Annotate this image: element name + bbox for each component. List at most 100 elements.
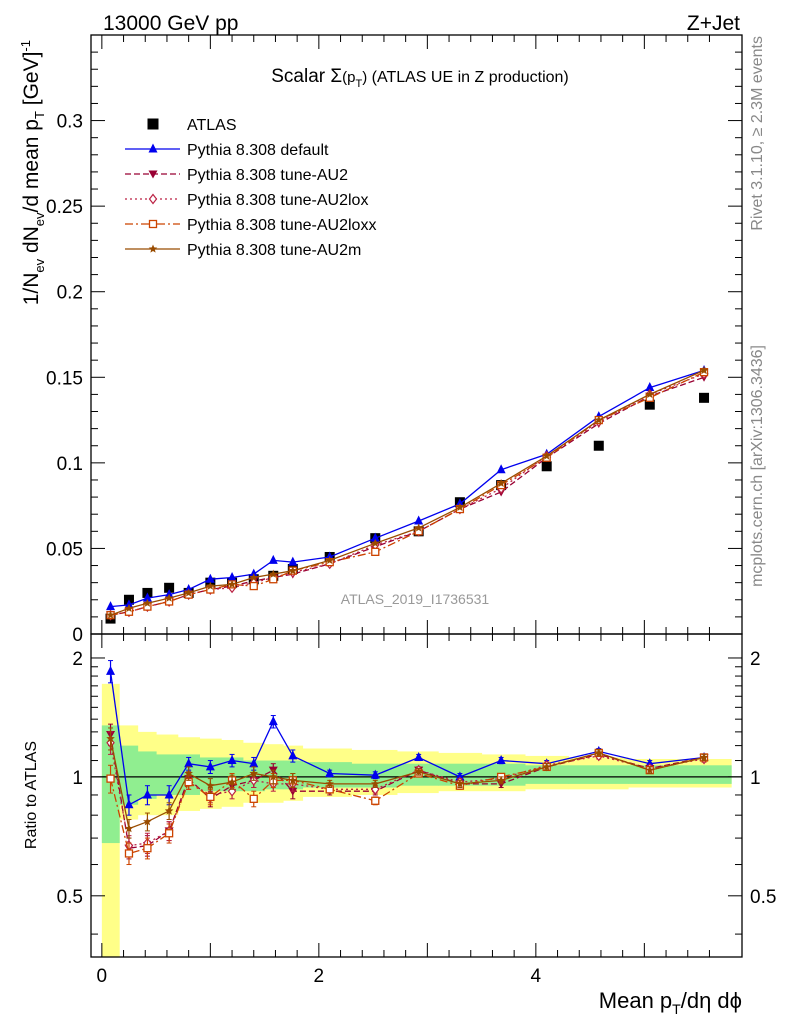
header-process-label: Z+Jet <box>687 12 740 35</box>
ratio-point <box>645 765 655 774</box>
main-y-tick-label: 0 <box>72 625 83 646</box>
ratio-panel-series <box>106 660 709 866</box>
main-point <box>370 532 380 542</box>
ratio-point <box>205 761 215 771</box>
main-point <box>288 566 298 575</box>
ratio-y-tick-label: 1 <box>72 768 83 789</box>
xlabel-b: /dη dϕ <box>681 988 742 1013</box>
main-point <box>124 603 134 612</box>
main-series-5 <box>106 365 709 619</box>
main-y-tick-label: 0.25 <box>46 197 83 218</box>
legend-label: Pythia 8.308 tune-AU2m <box>187 242 361 259</box>
main-point <box>206 581 215 590</box>
ratio-point <box>106 665 116 675</box>
ylabel-b: dN <box>20 226 43 259</box>
ratio-point <box>371 779 380 788</box>
ratio-point <box>325 767 335 777</box>
legend-marker <box>148 193 158 205</box>
ratio-point <box>106 774 115 783</box>
ratio-point <box>325 779 334 788</box>
main-point <box>227 572 237 582</box>
ylabel-d: [GeV] <box>20 52 43 112</box>
main-point <box>184 588 193 597</box>
main-point <box>699 392 710 403</box>
main-point <box>593 440 604 451</box>
ylabel-a: 1/N <box>20 273 43 306</box>
main-point <box>542 451 551 460</box>
ratio-point <box>227 777 237 786</box>
main-y-tick-label: 0.15 <box>46 368 83 389</box>
ylabel-c: /d mean p <box>20 119 43 212</box>
main-panel-series <box>105 364 710 624</box>
xlabel-a-sub: T <box>672 1001 681 1017</box>
title-sub: T <box>355 78 362 90</box>
ylabel-c-sub: T <box>32 111 47 119</box>
legend-item-1: Pythia 8.308 default <box>125 142 329 159</box>
ratio-point <box>370 769 380 779</box>
main-point <box>249 573 258 582</box>
header-energy-label: 13000 GeV pp <box>103 12 238 35</box>
ratio-point <box>106 734 115 743</box>
legend-item-5: Pythia 8.308 tune-AU2m <box>125 242 361 259</box>
inner-band-segment <box>156 754 179 795</box>
ratio-point <box>143 844 152 853</box>
legend-item-3: Pythia 8.308 tune-AU2lox <box>125 192 368 209</box>
ratio-y-tick-label: 2 <box>72 649 83 670</box>
ylabel-a-sub: ev <box>32 258 47 272</box>
legend-marker <box>147 118 159 130</box>
ratio-point <box>164 829 174 838</box>
main-point <box>496 478 506 487</box>
ratio-uncertainty-bands <box>101 683 732 957</box>
ratio-point <box>542 762 551 771</box>
main-series-line <box>110 369 705 608</box>
ratio-point <box>699 753 709 762</box>
main-point <box>645 382 655 392</box>
title-post: (ATLAS UE in Z production) <box>367 69 569 86</box>
inner-band-segment <box>119 745 139 805</box>
legend-marker <box>148 143 158 153</box>
legend-marker <box>148 244 158 253</box>
ratio-panel-frame <box>90 633 743 958</box>
x-tick-label: 0 <box>97 966 108 987</box>
ratio-point <box>143 817 152 826</box>
ratio-point <box>206 781 215 790</box>
legend-marker <box>148 170 158 179</box>
ratio-y-tick-label-right: 2 <box>750 649 761 670</box>
inner-band-segment <box>568 765 629 784</box>
main-y-tick-label: 0.2 <box>57 283 83 304</box>
ratio-point <box>455 779 465 788</box>
ratio-point <box>184 769 193 778</box>
ratio-point <box>184 758 194 768</box>
main-point <box>249 581 258 591</box>
title-sigma: Σ <box>330 66 342 87</box>
main-point <box>594 415 604 424</box>
ratio-point <box>496 775 506 784</box>
main-point <box>164 582 175 593</box>
main-point <box>541 461 552 472</box>
plot-title: Scalar Σ(pT) (ATLAS UE in Z production) <box>271 66 569 90</box>
ratio-point <box>268 716 278 726</box>
legend-label: Pythia 8.308 tune-AU2loxx <box>187 217 376 234</box>
ratio-point <box>249 769 258 778</box>
legend: ATLAS Pythia 8.308 default Pythia 8.308 tu… <box>125 117 376 259</box>
main-point <box>288 556 298 566</box>
main-point <box>227 579 237 588</box>
main-point <box>644 399 655 410</box>
main-point <box>371 547 380 557</box>
legend-item-2: Pythia 8.308 tune-AU2 <box>125 167 348 184</box>
main-point <box>645 389 655 398</box>
main-point <box>414 523 423 532</box>
ratio-point <box>227 755 237 765</box>
legend-label: Pythia 8.308 default <box>187 142 329 159</box>
x-tick-label: 4 <box>531 966 542 987</box>
main-point <box>269 569 278 578</box>
legend-label: Pythia 8.308 tune-AU2 <box>187 167 348 184</box>
ratio-point <box>206 792 215 802</box>
main-y-tick-label: 0.3 <box>57 112 83 133</box>
main-point <box>106 601 116 611</box>
ratio-point <box>124 824 134 833</box>
main-point <box>268 554 278 564</box>
ratio-point <box>164 789 174 799</box>
ratio-y-tick-label-right: 1 <box>750 768 761 789</box>
x-tick-label: 2 <box>314 966 325 987</box>
